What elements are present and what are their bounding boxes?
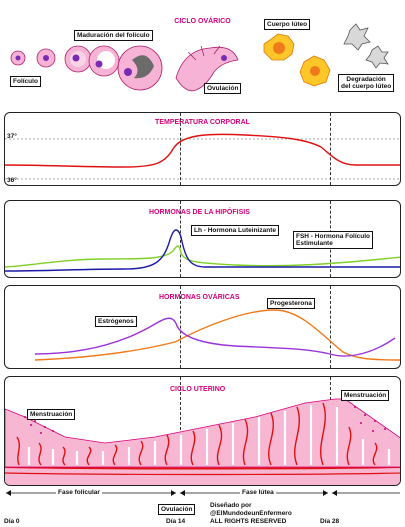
ovarian-cycle-title: CICLO OVÁRICO [174, 18, 231, 25]
ovulation-day-line [180, 286, 181, 368]
degradation-label: Degradación del cuerpo lúteo [338, 74, 395, 93]
ovarian-hormones-panel: HORMONAS OVÁRICAS Estrógenos Progesteron… [4, 285, 401, 369]
pituitary-panel: HORMONAS DE LA HIPÓFISIS Lh - Hormona Lu… [4, 200, 401, 278]
estrogen-curve [34, 317, 396, 357]
corpus-albicans-1 [343, 23, 371, 51]
follicle-label: Folículo [10, 76, 41, 88]
follicle-mature-1 [88, 45, 120, 77]
day14-label: Día 14 [166, 518, 186, 525]
corpus-albicans-2 [365, 45, 389, 69]
follicular-phase-label: Fase folicular [56, 489, 102, 496]
fsh-curve [5, 245, 400, 268]
endometrial-glands [27, 405, 391, 465]
credit: Diseñado por @ElMundodeunEnfermero ALL R… [210, 502, 292, 526]
ovulation-day-label: Ovulación [158, 504, 196, 516]
ovulation-label: Ovulación [204, 83, 242, 95]
fsh-label: FSH - Hormona Folículo Estimulante [293, 231, 374, 250]
degradation-label-line1: Degradación [346, 76, 386, 83]
menstrual-debris [24, 406, 386, 434]
corpus-luteum-label: Cuerpo lúteo [264, 19, 311, 31]
uterine-title: CICLO UTERINO [170, 386, 226, 393]
credit-line3: ALL RIGHTS RESERVED [210, 518, 287, 525]
menstruation-left-label: Menstruación [27, 409, 76, 421]
follicle-medium [64, 45, 92, 73]
estrogen-label: Estrógenos [95, 316, 137, 328]
day0-label: Día 0 [4, 518, 20, 525]
lh-curve [5, 229, 400, 272]
ovarian-hormones-title: HORMONAS OVÁRICAS [159, 294, 240, 301]
timeline: Fase folicular Fase lútea Día 0 Ovulació… [0, 486, 405, 527]
uterine-panel: CICLO UTERINO [4, 376, 401, 486]
pituitary-chart [5, 229, 400, 272]
day28-label: Día 28 [320, 518, 340, 525]
ovarian-hormones-chart [34, 309, 400, 361]
ovarian-cycle-section: CICLO OVÁRICO [0, 0, 405, 108]
temperature-chart [5, 133, 400, 180]
ovulation-day-line [180, 377, 181, 485]
menstruation-right-label: Menstruación [341, 390, 390, 402]
day28-line [330, 113, 331, 185]
follicle-small-1 [10, 50, 26, 66]
temperature-panel: TEMPERATURA CORPORAL 37° 36° [4, 112, 401, 186]
ovulation-day-line [180, 201, 181, 277]
corpus-luteum-2 [299, 55, 331, 87]
fsh-label-line2: Estimulante [296, 240, 333, 248]
temperature-curve [5, 133, 400, 168]
ovulation-illustration [175, 45, 239, 92]
progesterone-label: Progesterona [267, 298, 315, 310]
credit-line2: @ElMundodeunEnfermero [210, 510, 292, 517]
luteal-phase-label: Fase lútea [240, 489, 276, 496]
endometrium-functional-layer [5, 398, 400, 468]
fsh-label-line1: FSH - Hormona Folículo [296, 233, 371, 240]
pituitary-title: HORMONAS DE LA HIPÓFISIS [149, 209, 250, 216]
temp-high-label: 37° [7, 133, 17, 140]
credit-line1: Diseñado por [210, 502, 252, 509]
day28-line [330, 286, 331, 368]
follicle-mature-2 [117, 45, 163, 91]
temp-low-label: 36° [7, 177, 17, 184]
spiral-arteries [16, 402, 378, 466]
degradation-label-line2: del cuerpo lúteo [341, 83, 392, 91]
ovarian-illustrations [10, 23, 389, 92]
endometrium-illustration [5, 398, 400, 485]
lh-label: Lh - Hormona Luteinizante [191, 225, 279, 237]
follicle-small-2 [36, 48, 56, 68]
progesterone-curve [34, 309, 400, 361]
corpus-luteum-1 [263, 33, 295, 61]
ovulation-day-line [180, 113, 181, 185]
temperature-title: TEMPERATURA CORPORAL [155, 119, 250, 126]
maturation-label: Maduración del folículo [74, 30, 153, 42]
